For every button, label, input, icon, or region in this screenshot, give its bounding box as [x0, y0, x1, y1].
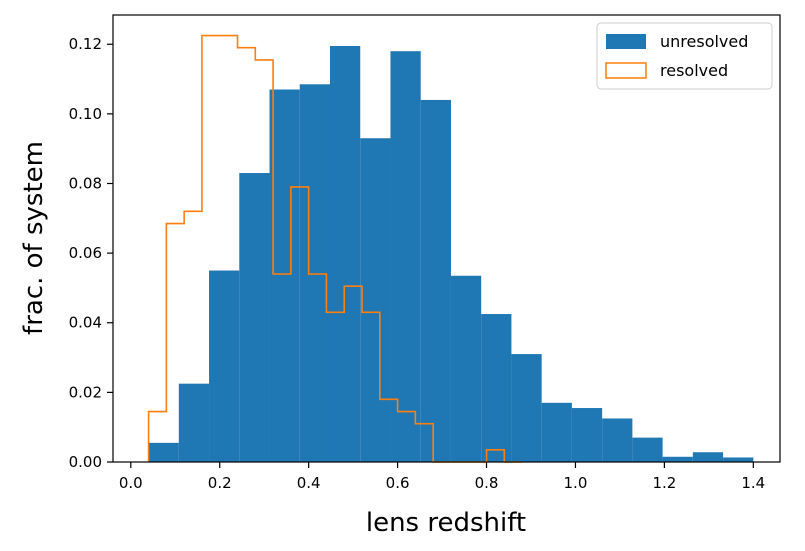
y-axis: 0.00 0.02 0.04 0.06 0.08 0.10 0.12	[69, 35, 113, 471]
plot-area	[147, 34, 754, 463]
y-axis-label: frac. of system	[19, 141, 49, 335]
unresolved-bar	[209, 270, 240, 462]
unresolved-bar	[148, 442, 179, 462]
x-tick-label: 0.0	[119, 474, 143, 492]
axes-frame	[112, 14, 781, 463]
unresolved-bar	[723, 457, 754, 462]
unresolved-bar	[269, 89, 300, 462]
legend: unresolved resolved	[596, 22, 773, 90]
unresolved-bar	[450, 275, 482, 462]
x-axis-label: lens redshift	[366, 508, 526, 538]
unresolved-bar	[481, 314, 512, 462]
y-tick-label: 0.08	[69, 174, 102, 192]
legend-swatch-unresolved	[606, 34, 646, 49]
x-tick-label: 1.0	[564, 474, 588, 492]
y-tick-label: 0.12	[69, 35, 102, 53]
legend-label-unresolved: unresolved	[660, 32, 748, 51]
unresolved-bar	[239, 173, 270, 463]
unresolved-bar	[541, 402, 572, 462]
x-tick-label: 1.2	[652, 474, 676, 492]
x-tick-label: 0.4	[297, 474, 321, 492]
y-tick-label: 0.04	[69, 314, 102, 332]
x-tick-label: 0.6	[386, 474, 410, 492]
unresolved-bar	[329, 45, 361, 463]
legend-label-resolved: resolved	[660, 61, 728, 80]
unresolved-bar	[420, 99, 451, 463]
unresolved-bar	[571, 408, 603, 462]
x-axis: 0.0 0.2 0.4 0.6 0.8 1.0 1.2 1.4	[119, 462, 765, 492]
unresolved-bar	[602, 418, 633, 462]
y-tick-label: 0.00	[69, 453, 102, 471]
x-tick-label: 1.4	[741, 474, 765, 492]
unresolved-bar	[178, 383, 210, 462]
x-tick-label: 0.8	[475, 474, 499, 492]
unresolved-bar	[692, 452, 724, 462]
x-tick-label: 0.2	[208, 474, 232, 492]
y-tick-label: 0.10	[69, 105, 102, 123]
unresolved-bar	[632, 437, 663, 462]
unresolved-bar	[511, 354, 542, 462]
unresolved-bar	[390, 51, 421, 463]
unresolved-bar	[662, 456, 693, 462]
y-tick-label: 0.02	[69, 383, 102, 401]
unresolved-bar	[299, 84, 330, 462]
unresolved-bar	[360, 138, 391, 462]
y-tick-label: 0.06	[69, 244, 102, 262]
legend-swatch-resolved	[605, 62, 647, 79]
